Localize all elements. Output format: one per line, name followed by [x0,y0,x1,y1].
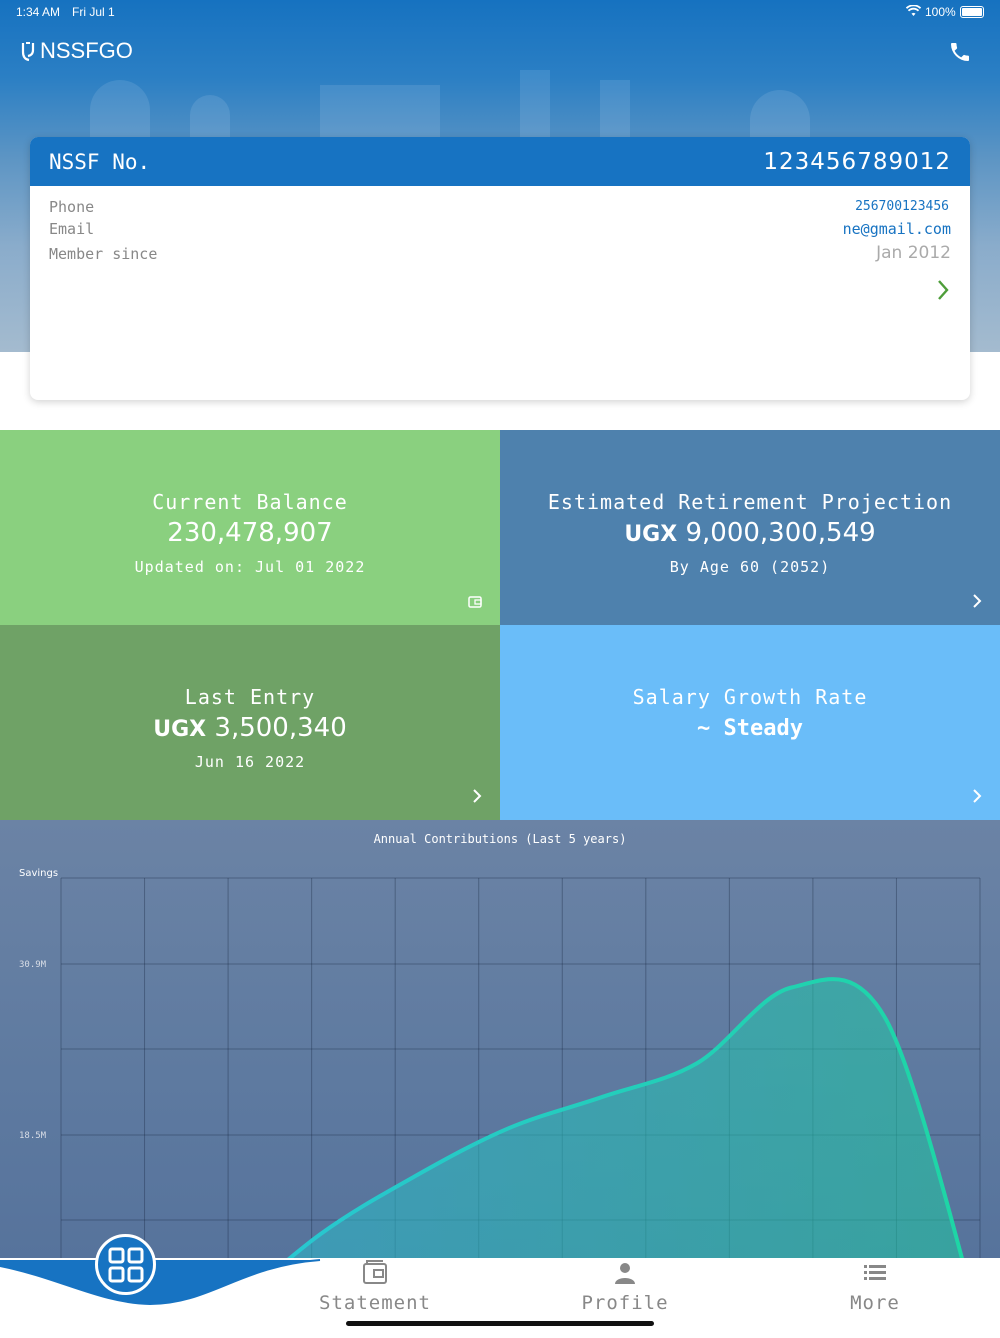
projection-subtitle: By Age 60 (2052) [669,558,831,576]
wallet-icon [468,594,482,613]
projection-title: Estimated Retirement Projection [547,490,953,514]
nssf-number-value: 123456789012 [763,148,951,175]
last-entry-currency: UGX [153,717,207,742]
last-entry-amount: UGX 3,500,340 [0,713,500,743]
nssf-number-label: NSSF No. [49,149,151,174]
battery-percentage: 100% [925,5,956,19]
contributions-line [224,977,982,1325]
salary-growth-tile[interactable]: Salary Growth Rate ~ Steady [500,625,1000,820]
chevron-right-icon[interactable] [472,788,482,808]
nav-statement-label: Statement [319,1292,431,1314]
current-balance-title: Current Balance [152,490,348,514]
home-indicator [346,1321,654,1326]
list-icon [864,1265,886,1280]
status-time: 1:34 AM [16,5,61,19]
last-entry-value: 3,500,340 [214,713,347,743]
annual-contributions-chart: Annual Contributions (Last 5 years) Savi… [0,820,1000,1334]
status-date: Fri Jul 1 [72,5,115,19]
member-card[interactable]: NSSF No. 123456789012 Phone Email Member… [30,137,970,400]
member-card-header: NSSF No. 123456789012 [30,137,970,186]
y-tick-label-18-5m: 18.5M [19,1131,47,1141]
chart-title: Annual Contributions (Last 5 years) [374,832,627,846]
nssf-logo-icon [21,42,35,62]
email-value[interactable]: ne@gmail.com [842,220,951,238]
nav-more-label: More [850,1292,900,1314]
app-brand-name: NSSFGO [40,38,133,63]
phone-value[interactable]: 256700123456 [855,199,949,214]
app-logo: NSSFGO [20,38,133,64]
wifi-icon [905,4,922,20]
member-since-label: Member since [49,245,158,263]
nav-profile-label: Profile [581,1292,669,1314]
nav-statement[interactable]: Statement [285,1258,465,1314]
contributions-area [226,979,980,1334]
salary-growth-title: Salary Growth Rate [632,685,868,709]
qr-code-icon [108,1247,143,1282]
projection-value: 9,000,300,549 [685,518,876,548]
salary-growth-value: ~ Steady [697,716,803,741]
balance-updated-date: Updated on: Jul 01 2022 [134,558,366,576]
chart-svg: Annual Contributions (Last 5 years) Savi… [19,832,982,1334]
projection-currency: UGX [624,522,678,547]
chevron-right-icon[interactable] [972,788,982,808]
last-entry-title: Last Entry [184,685,316,709]
chevron-right-icon[interactable] [972,593,982,613]
battery-icon [960,6,984,18]
email-label: Email [49,220,95,238]
projection-amount: UGX 9,000,300,549 [500,518,1000,548]
chevron-right-icon[interactable] [936,279,950,305]
retirement-projection-tile[interactable]: Estimated Retirement Projection UGX 9,00… [500,430,1000,625]
nav-more[interactable]: More [785,1258,965,1314]
y-tick-label-30-9m: 30.9M [19,960,47,970]
status-bar: 1:34 AM Fri Jul 1 100% [0,0,1000,24]
nav-profile[interactable]: Profile [535,1258,715,1314]
phone-icon[interactable] [948,40,972,68]
qr-scan-button[interactable] [95,1234,156,1295]
profile-icon [615,1263,635,1284]
bottom-navigation-bar [0,1258,1000,1334]
chart-y-axis-label: Savings [19,868,58,879]
current-balance-value: 230,478,907 [167,518,333,548]
phone-label: Phone [49,198,95,216]
statement-icon [363,1260,387,1284]
last-entry-tile[interactable]: Last Entry UGX 3,500,340 Jun 16 2022 [0,625,500,820]
member-since-value: Jan 2012 [876,243,951,263]
last-entry-date: Jun 16 2022 [194,753,306,771]
current-balance-tile[interactable]: Current Balance 230,478,907 Updated on: … [0,430,500,625]
